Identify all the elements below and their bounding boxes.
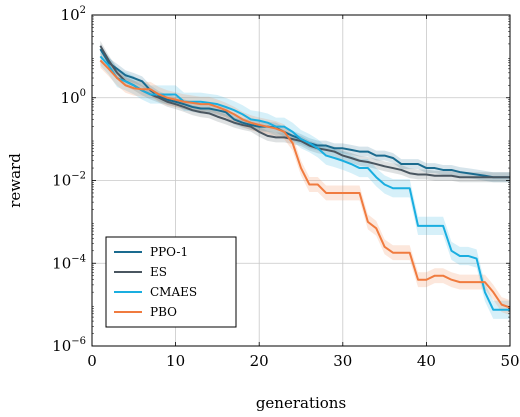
y-axis-label: reward xyxy=(6,153,24,208)
y-tick-label: 100 xyxy=(61,88,86,107)
band-ppo-1 xyxy=(100,44,511,183)
legend-label: ES xyxy=(150,265,167,279)
confidence-bands xyxy=(100,40,511,319)
x-tick-label: 40 xyxy=(417,352,436,370)
legend-label: CMAES xyxy=(150,285,197,299)
x-tick-label: 0 xyxy=(87,352,97,370)
series-line-ppo-1 xyxy=(99,48,510,179)
band-es xyxy=(100,40,511,183)
legend-label: PPO-1 xyxy=(150,245,188,259)
y-tick-label: 10−2 xyxy=(52,171,86,190)
y-tick-label: 102 xyxy=(61,5,86,24)
series-lines xyxy=(99,45,511,311)
y-tick-label: 10−4 xyxy=(52,253,86,272)
series-line-pbo xyxy=(99,59,511,309)
y-tick-label: 10−6 xyxy=(52,336,86,355)
x-axis-label: generations xyxy=(256,394,346,412)
x-tick-label: 20 xyxy=(250,352,269,370)
x-tick-label: 10 xyxy=(166,352,185,370)
legend: PPO-1 ES CMAES PBO xyxy=(105,236,237,328)
ticks: 0 10 20 30 40 50 10−6 10−4 10−2 100 102 xyxy=(52,5,519,370)
band-pbo xyxy=(100,52,511,315)
x-tick-label: 30 xyxy=(333,352,352,370)
legend-label: PBO xyxy=(150,305,177,319)
series-line-cmaes xyxy=(99,55,510,311)
series-line-es xyxy=(99,45,510,179)
x-tick-label: 50 xyxy=(500,352,519,370)
